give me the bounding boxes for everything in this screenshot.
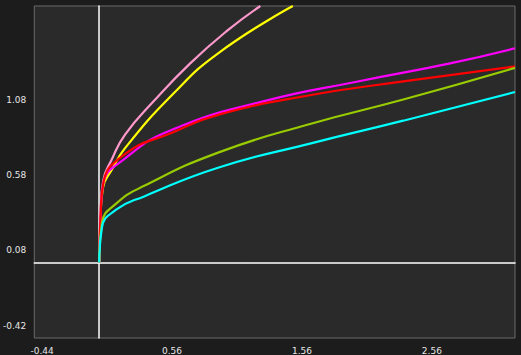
- svg-text:0.08: 0.08: [6, 245, 26, 255]
- svg-text:1.08: 1.08: [6, 95, 26, 105]
- svg-text:0.58: 0.58: [6, 170, 26, 180]
- svg-text:-0.44: -0.44: [30, 346, 54, 355]
- svg-text:1.56: 1.56: [292, 346, 312, 355]
- svg-text:-0.42: -0.42: [3, 321, 26, 331]
- svg-text:2.56: 2.56: [422, 346, 442, 355]
- svg-text:0.56: 0.56: [162, 346, 182, 355]
